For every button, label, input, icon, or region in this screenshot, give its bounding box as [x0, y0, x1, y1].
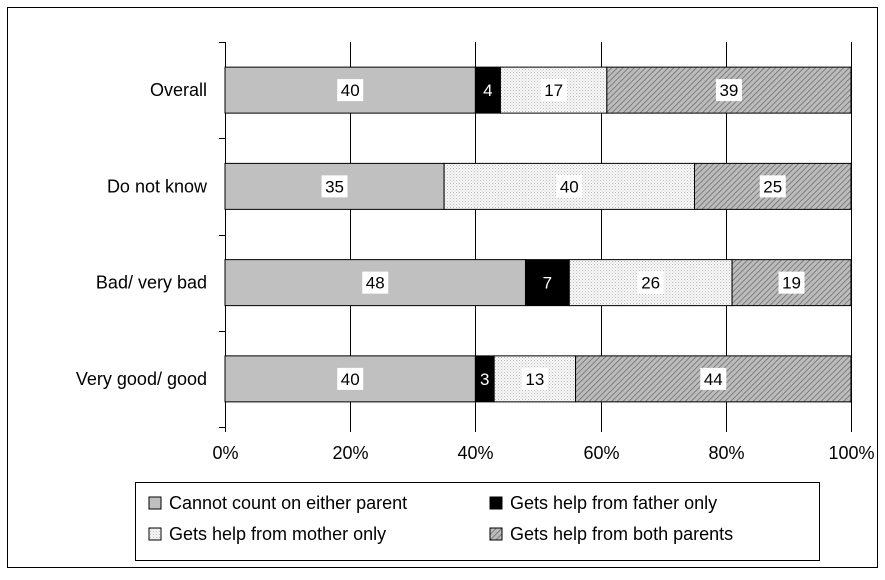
data-label-background [337, 367, 364, 390]
data-label-background [778, 271, 805, 294]
data-label-background [556, 175, 583, 198]
data-label: 40 [560, 177, 579, 196]
data-label: 48 [366, 274, 385, 293]
x-tick-label: 20% [332, 443, 368, 463]
data-label-background [337, 79, 364, 102]
data-label: 40 [341, 81, 360, 100]
category-label: Overall [150, 80, 207, 100]
data-label: 7 [543, 274, 552, 293]
legend-swatch [489, 496, 503, 510]
data-label-background [637, 271, 664, 294]
data-label: 17 [544, 81, 563, 100]
bar-segment-series-3 [694, 162, 852, 210]
legend-swatch [148, 496, 162, 510]
data-label: 35 [325, 177, 344, 196]
data-label: 44 [704, 370, 723, 389]
data-label-background [700, 367, 727, 390]
x-tick-label: 40% [457, 443, 493, 463]
x-tick-label: 80% [708, 443, 744, 463]
data-label-background [521, 367, 548, 390]
category-label: Bad/ very bad [96, 273, 207, 293]
data-label: 3 [480, 370, 489, 389]
data-label: 4 [483, 81, 492, 100]
category-label: Very good/ good [76, 369, 207, 389]
data-label-background [362, 271, 389, 294]
data-label-background [475, 367, 494, 390]
category-label: Do not know [107, 176, 208, 196]
x-tick-label: 0% [212, 443, 238, 463]
data-label: 19 [782, 274, 801, 293]
legend-swatch [148, 527, 162, 541]
data-label-background [538, 271, 557, 294]
x-tick-label: 100% [828, 443, 874, 463]
legend-swatch [489, 527, 503, 541]
data-label-background [715, 79, 742, 102]
data-label: 39 [719, 81, 738, 100]
data-label: 25 [763, 177, 782, 196]
x-tick-label: 60% [583, 443, 619, 463]
data-label: 26 [641, 274, 660, 293]
data-label-background [478, 79, 497, 102]
data-label-background [759, 175, 786, 198]
data-label-background [540, 79, 567, 102]
data-label: 13 [525, 370, 544, 389]
legend-label: Gets help from both parents [510, 524, 733, 544]
data-label: 40 [341, 370, 360, 389]
legend-label: Cannot count on either parent [169, 493, 407, 513]
legend-label: Gets help from father only [510, 493, 717, 513]
legend-box [135, 482, 820, 561]
data-label-background [321, 175, 348, 198]
legend-label: Gets help from mother only [169, 524, 386, 544]
